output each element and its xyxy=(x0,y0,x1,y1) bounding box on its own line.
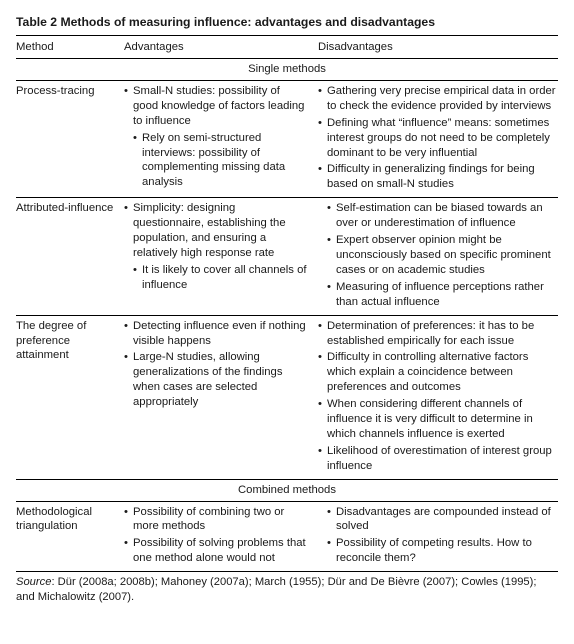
col-header-advantages: Advantages xyxy=(124,40,318,55)
source-label: Source xyxy=(16,576,51,588)
method-name: Process-tracing xyxy=(16,84,124,194)
list-item: Self-estimation can be biased towards an… xyxy=(327,201,558,231)
advantages-cell: Simplicity: designing questionnaire, est… xyxy=(124,201,318,311)
disadvantages-cell: Self-estimation can be biased towards an… xyxy=(318,201,558,311)
table-source: Source: Dür (2008a; 2008b); Mahoney (200… xyxy=(16,572,558,605)
table-header-row: Method Advantages Disadvantages xyxy=(16,40,558,59)
table-row: Attributed-influenceSimplicity: designin… xyxy=(16,198,558,315)
disadvantages-cell: Disadvantages are compounded instead of … xyxy=(318,505,558,569)
advantages-cell: Small-N studies: possibility of good kno… xyxy=(124,84,318,194)
table-row: The degree of preference attainmentDetec… xyxy=(16,316,558,480)
table-title: Table 2 Methods of measuring influence: … xyxy=(16,14,558,36)
list-item: Difficulty in generalizing findings for … xyxy=(318,162,558,192)
list-item: Determination of preferences: it has to … xyxy=(318,319,558,349)
disadvantages-cell: Determination of preferences: it has to … xyxy=(318,319,558,476)
rows-single-container: Process-tracingSmall-N studies: possibil… xyxy=(16,81,558,480)
section-header-single: Single methods xyxy=(16,59,558,81)
disadvantages-cell: Gathering very precise empirical data in… xyxy=(318,84,558,194)
advantages-cell: Detecting influence even if nothing visi… xyxy=(124,319,318,476)
method-name: The degree of preference attainment xyxy=(16,319,124,476)
list-item: Simplicity: designing questionnaire, est… xyxy=(124,201,308,261)
rows-combined-container: Methodological triangulationPossibility … xyxy=(16,502,558,573)
table-row: Process-tracingSmall-N studies: possibil… xyxy=(16,81,558,198)
list-item: Large-N studies, allowing generalization… xyxy=(124,350,308,410)
list-item: When considering different channels of i… xyxy=(318,397,558,442)
list-item: Measuring of influence perceptions rathe… xyxy=(327,280,558,310)
method-name: Attributed-influence xyxy=(16,201,124,311)
list-item: It is likely to cover all channels of in… xyxy=(133,263,308,293)
list-item: Possibility of solving problems that one… xyxy=(124,536,308,566)
table-row: Methodological triangulationPossibility … xyxy=(16,502,558,573)
list-item: Disadvantages are compounded instead of … xyxy=(327,505,558,535)
list-item: Possibility of combining two or more met… xyxy=(124,505,308,535)
col-header-disadvantages: Disadvantages xyxy=(318,40,558,55)
list-item: Gathering very precise empirical data in… xyxy=(318,84,558,114)
list-item: Small-N studies: possibility of good kno… xyxy=(124,84,308,129)
advantages-cell: Possibility of combining two or more met… xyxy=(124,505,318,569)
section-header-combined: Combined methods xyxy=(16,480,558,502)
list-item: Likelihood of overestimation of interest… xyxy=(318,444,558,474)
list-item: Rely on semi-structured interviews: poss… xyxy=(133,131,308,191)
list-item: Difficulty in controlling alternative fa… xyxy=(318,350,558,395)
list-item: Possibility of competing results. How to… xyxy=(327,536,558,566)
method-name: Methodological triangulation xyxy=(16,505,124,569)
list-item: Expert observer opinion might be unconsc… xyxy=(327,233,558,278)
list-item: Defining what “influence” means: sometim… xyxy=(318,116,558,161)
source-text: : Dür (2008a; 2008b); Mahoney (2007a); M… xyxy=(16,576,537,603)
col-header-method: Method xyxy=(16,40,124,55)
list-item: Detecting influence even if nothing visi… xyxy=(124,319,308,349)
